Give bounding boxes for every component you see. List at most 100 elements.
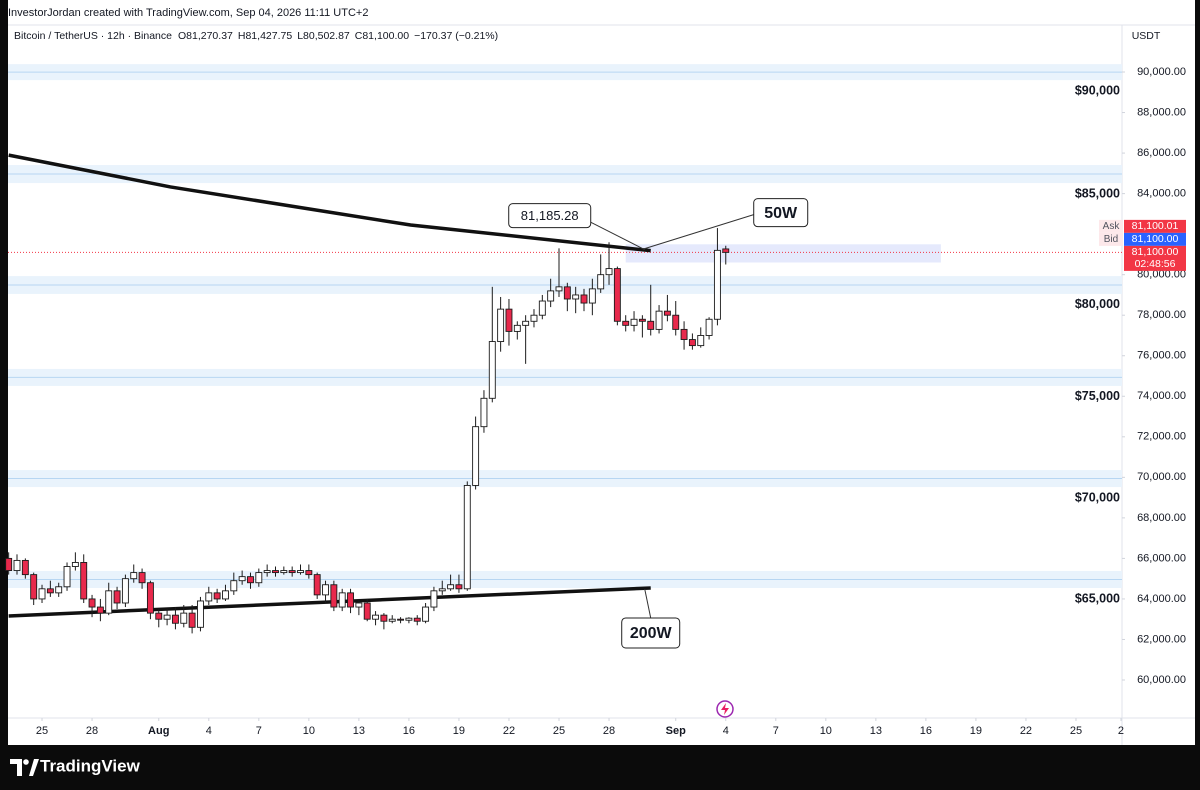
legend-key: O <box>178 30 186 42</box>
candle-body <box>555 286 563 292</box>
y-tick-label: 78,000.00 <box>1137 309 1186 321</box>
x-tick-label: 28 <box>86 725 98 737</box>
x-tick-label: 25 <box>36 725 48 737</box>
candle-body <box>455 584 463 590</box>
quote-tag: Bid <box>1104 234 1118 245</box>
x-tick-label: 7 <box>256 725 262 737</box>
candle-body <box>472 426 480 486</box>
currency: USDT <box>1132 30 1161 42</box>
candle-body <box>96 606 104 614</box>
candle-body <box>647 320 655 330</box>
callout-leader <box>644 214 754 250</box>
symbol-legend: Bitcoin / TetherUS · 12h · Binance O81,27… <box>14 30 498 42</box>
candle-body <box>180 612 188 624</box>
candle-body <box>155 612 163 620</box>
candle-body <box>563 286 571 300</box>
icon-ring <box>716 700 734 718</box>
candle-body <box>297 570 304 574</box>
candle-body <box>146 582 154 614</box>
x-tick-label: 28 <box>603 725 615 737</box>
x-tick-label: 16 <box>403 725 415 737</box>
quote-tag-bg <box>1099 232 1123 246</box>
trendline-label-box <box>621 617 681 649</box>
candle-body <box>313 574 321 596</box>
callout-leader <box>644 588 652 619</box>
candle-body <box>588 288 596 304</box>
y-tick-label: 68,000.00 <box>1137 512 1186 524</box>
candle-body <box>113 590 121 604</box>
y-tick-label: 84,000.00 <box>1137 188 1186 200</box>
y-tick-label: 88,000.00 <box>1137 106 1186 118</box>
candle-body <box>372 614 380 620</box>
x-tick-label: 16 <box>920 725 932 737</box>
candle-body <box>722 248 730 253</box>
trendline-label-box <box>753 198 809 228</box>
candle-body <box>205 592 213 602</box>
candle-body <box>163 614 171 620</box>
candle-body <box>488 341 496 399</box>
brand-logo <box>10 759 39 776</box>
footer <box>0 745 1200 790</box>
candle-body <box>247 576 254 584</box>
candle-body <box>46 588 54 594</box>
candle-body <box>88 598 96 608</box>
candle-body <box>230 580 238 592</box>
legend-value: 81,270.37 <box>186 30 233 42</box>
candle-body <box>597 274 605 290</box>
symbol-title: Bitcoin / TetherUS · 12h · Binance <box>14 30 172 42</box>
y-tick-label: 70,000.00 <box>1137 471 1186 483</box>
legend-change: −170.37 (−0.21%) <box>414 30 498 42</box>
candle-body <box>663 310 671 316</box>
candle-body <box>630 318 638 326</box>
highlight-zone <box>625 244 941 263</box>
candle-body <box>263 570 271 574</box>
candle-body <box>171 614 179 624</box>
logo-bar <box>10 759 22 776</box>
candle-body <box>288 570 296 574</box>
candle-body <box>430 590 438 608</box>
y-tick-label: 76,000.00 <box>1137 350 1186 362</box>
zone-label: $85,000 <box>1075 186 1120 200</box>
zone-label: $75,000 <box>1075 389 1120 403</box>
lightning-icon[interactable] <box>716 700 734 718</box>
x-tick-label: 13 <box>870 725 882 737</box>
candle-body <box>622 320 630 326</box>
x-tick-label: 22 <box>503 725 515 737</box>
candle-body <box>405 617 413 621</box>
x-tick-label: Aug <box>148 725 169 737</box>
y-tick-label: 66,000.00 <box>1137 552 1186 564</box>
candle-body <box>447 584 455 590</box>
candle-body <box>497 308 505 343</box>
candle-body <box>655 310 663 330</box>
candle-body <box>280 570 288 574</box>
candle-body <box>580 294 588 304</box>
candle-body <box>5 557 13 572</box>
candle-body <box>705 318 713 336</box>
x-tick-label: 25 <box>553 725 565 737</box>
x-tick-label: 2 <box>1118 725 1124 737</box>
candle-body <box>388 618 396 622</box>
candle-body <box>105 590 113 614</box>
x-tick-label: 22 <box>1020 725 1032 737</box>
candle-body <box>355 602 363 608</box>
candle-body <box>30 574 38 600</box>
candle-body <box>380 614 388 622</box>
candle-body <box>138 572 146 584</box>
candle-body <box>638 318 646 322</box>
candle-body <box>21 559 29 576</box>
legend-value: 80,502.87 <box>303 30 350 42</box>
candle-body <box>463 484 471 590</box>
icon-bolt <box>721 703 729 715</box>
candle-body <box>196 600 204 628</box>
candle-body <box>572 294 580 300</box>
candle-body <box>697 335 705 347</box>
quote-value: 81,100.00 <box>1132 233 1179 245</box>
logo-dot <box>23 759 29 765</box>
trendline-label: 50W <box>764 205 798 222</box>
candle-body <box>613 268 621 322</box>
candle-body <box>121 578 129 604</box>
quote-value: 81,100.01 <box>1132 220 1179 232</box>
candle-body <box>363 602 371 620</box>
